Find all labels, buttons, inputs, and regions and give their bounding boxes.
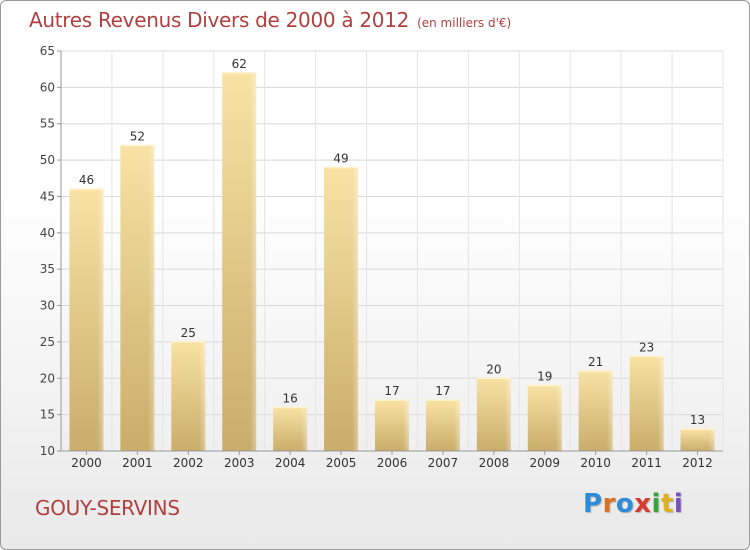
town-name: GOUY-SERVINS xyxy=(35,496,180,520)
x-tick-label: 2009 xyxy=(529,456,560,470)
logo-letter: i xyxy=(673,489,684,519)
chart-title-text: Autres Revenus Divers de 2000 à 2012 xyxy=(29,8,410,32)
bar-highlight xyxy=(301,407,308,451)
y-tick-label: 30 xyxy=(40,299,55,313)
bar-value-label: 13 xyxy=(690,413,705,427)
bar-highlight xyxy=(352,167,359,451)
y-tick-label: 60 xyxy=(40,80,55,94)
logo-letter: i xyxy=(651,489,661,519)
bar-highlight xyxy=(403,400,409,451)
bar-highlight xyxy=(657,356,664,451)
axis-layer: 10 15 20 25 30 35 40 45 50 55 60 65 2000 2001 2002 2003… xyxy=(40,44,723,470)
x-tick-label: 2002 xyxy=(173,456,204,470)
logo-letter: o xyxy=(615,489,635,519)
proxiti-logo: Proxiti xyxy=(583,489,683,519)
y-tick-label: 10 xyxy=(40,444,55,458)
bar-highlight xyxy=(199,341,206,451)
bar-value-label: 21 xyxy=(588,355,603,369)
x-tick-label: 2000 xyxy=(71,456,102,470)
bar-highlight xyxy=(148,145,155,451)
y-tick-label: 65 xyxy=(40,44,55,58)
bar-highlight xyxy=(453,400,460,451)
bar-highlight xyxy=(97,189,104,451)
bars-layer: 46 52 25 62 16 49 17 17 20 19 21 23 13 xyxy=(69,57,715,452)
bar-highlight xyxy=(708,429,715,451)
bar-highlight xyxy=(606,371,613,451)
bar-highlight xyxy=(555,385,562,451)
y-tick-label: 55 xyxy=(40,117,55,131)
bar-highlight xyxy=(250,72,257,452)
y-tick-label: 15 xyxy=(40,408,55,422)
x-tick-label: 2011 xyxy=(631,456,662,470)
y-tick-label: 45 xyxy=(40,189,55,203)
y-tick-label: 35 xyxy=(40,262,55,276)
bar-value-label: 49 xyxy=(333,151,348,165)
x-tick-label: 2004 xyxy=(275,456,306,470)
x-tick-label: 2007 xyxy=(428,456,459,470)
bar-value-label: 16 xyxy=(283,391,298,405)
logo-letter: t xyxy=(660,489,674,519)
bar-value-label: 52 xyxy=(130,130,145,144)
x-tick-label: 2008 xyxy=(479,456,510,470)
chart-unit: (en milliers d'€) xyxy=(417,16,512,30)
bar-value-label: 46 xyxy=(79,173,94,187)
bar-value-label: 23 xyxy=(639,340,654,354)
y-tick-label: 50 xyxy=(40,153,55,167)
y-tick-label: 20 xyxy=(40,371,55,385)
bar xyxy=(680,429,715,451)
x-tick-label: 2006 xyxy=(377,456,408,470)
bar-value-label: 62 xyxy=(232,57,247,71)
bar-value-label: 20 xyxy=(486,362,501,376)
bar-value-label: 17 xyxy=(435,384,450,398)
x-tick-label: 2005 xyxy=(326,456,357,470)
bar-value-label: 19 xyxy=(537,370,552,384)
chart-title: Autres Revenus Divers de 2000 à 2012 (en … xyxy=(29,8,511,32)
y-tick-label: 25 xyxy=(40,335,55,349)
x-tick-label: 2010 xyxy=(580,456,611,470)
bar-value-label: 17 xyxy=(384,384,399,398)
logo-letter: P xyxy=(583,489,603,519)
logo-letter: x xyxy=(634,489,652,519)
bar-highlight xyxy=(504,378,511,451)
logo-letter: r xyxy=(602,489,616,519)
y-tick-label: 40 xyxy=(40,226,55,240)
x-tick-label: 2012 xyxy=(682,456,713,470)
x-tick-label: 2003 xyxy=(224,456,255,470)
bar-value-label: 25 xyxy=(181,326,196,340)
x-tick-label: 2001 xyxy=(122,456,153,470)
